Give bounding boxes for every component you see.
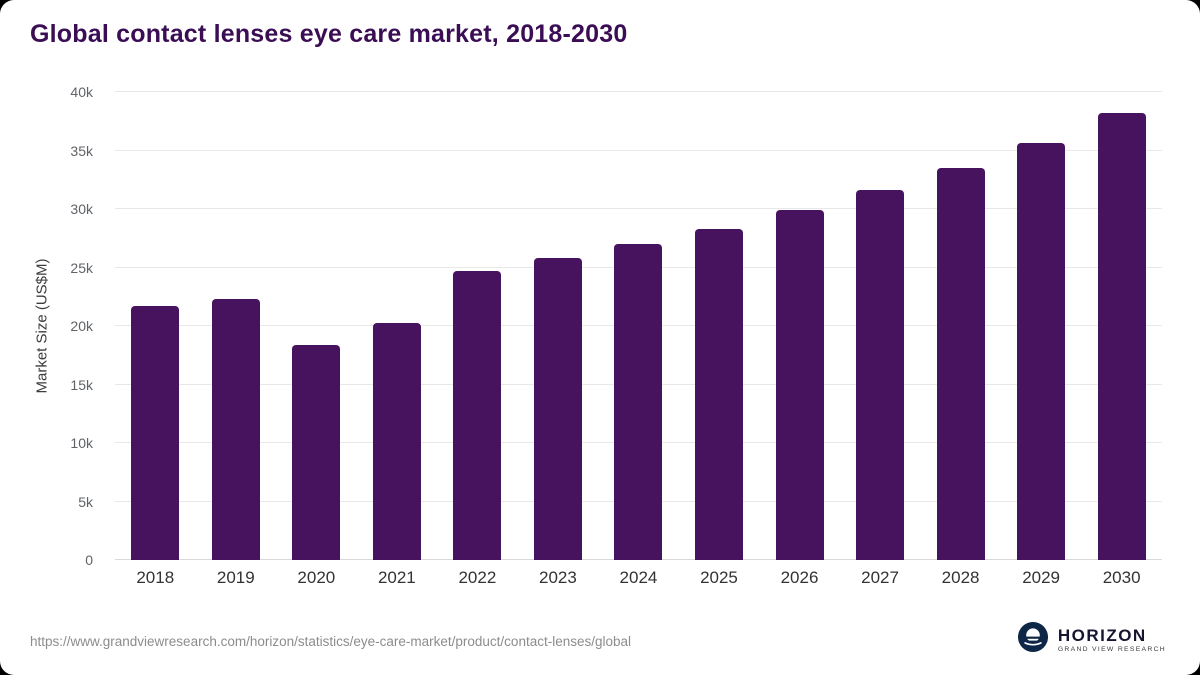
bar-2018 [131,306,180,560]
bar-2027 [856,190,905,560]
bar-2022 [453,271,502,560]
bar-slot [518,92,599,560]
gridline [115,208,1162,209]
y-tick-label: 40k [70,84,93,100]
y-tick-label: 5k [78,493,93,510]
x-tick-label: 2023 [539,568,577,587]
x-tick-label: 2026 [780,568,819,587]
bar-2029 [1017,143,1066,560]
bar-2023 [533,258,582,560]
brand-name: HORIZON [1057,625,1147,645]
bar-2024 [614,244,663,560]
brand-text: HORIZON GRAND VIEW RESEARCH [1058,627,1166,653]
bar-2025 [694,228,743,560]
gridline [115,149,1162,151]
bar-slot [1001,92,1082,560]
bar-2028 [936,168,985,560]
y-tick-label: 30k [70,201,93,217]
bar-series [115,92,1162,560]
bar-slot [276,92,357,560]
y-axis-ticks: 0 5k 10k 15k 20k 25k 30k 35k 40k [0,84,105,568]
horizon-logo-icon [1017,622,1048,657]
chart-title: Global contact lenses eye care market, 2… [30,20,628,48]
x-axis-labels: 2018 2019 2020 2021 2022 2023 2024 2025 2026 2027… [115,568,1162,588]
brand-subtitle: GRAND VIEW RESEARCH [1057,645,1166,653]
x-tick-label: 2027 [861,568,899,587]
x-tick-label: 2029 [1022,568,1061,587]
bar-slot [759,92,840,560]
bar-slot [437,92,518,560]
bar-2021 [372,322,421,560]
x-tick-label: 2022 [458,568,497,587]
bar-2026 [775,210,824,560]
y-tick-label: 10k [70,435,93,451]
source-url: https://www.grandviewresearch.com/horizo… [30,634,632,649]
x-tick-label: 2018 [136,568,175,587]
x-tick-label: 2028 [941,568,980,587]
bar-slot [920,92,1001,560]
x-tick-label: 2020 [297,568,336,587]
y-tick-label: 25k [70,259,93,276]
bar-slot [840,92,921,560]
y-tick-label: 15k [70,376,93,393]
bar-2030 [1097,113,1146,560]
y-tick-label: 35k [70,142,93,159]
bar-2019 [211,299,260,560]
bar-slot [1081,92,1162,560]
brand-logo: HORIZON GRAND VIEW RESEARCH [1017,622,1166,657]
bar-slot [679,92,760,560]
x-tick-label: 2025 [700,568,738,587]
y-tick-label: 20k [70,318,93,334]
plot-area [115,91,1162,560]
bar-slot [196,92,277,560]
bar-slot [115,92,196,560]
bar-slot [598,92,679,560]
bar-slot [357,92,438,560]
x-tick-label: 2030 [1102,568,1141,587]
y-tick-label: 0 [85,552,93,568]
bar-2020 [292,344,341,560]
gridline [115,91,1162,92]
x-tick-label: 2019 [216,568,255,587]
x-tick-label: 2024 [619,568,658,587]
x-tick-label: 2021 [377,568,416,587]
